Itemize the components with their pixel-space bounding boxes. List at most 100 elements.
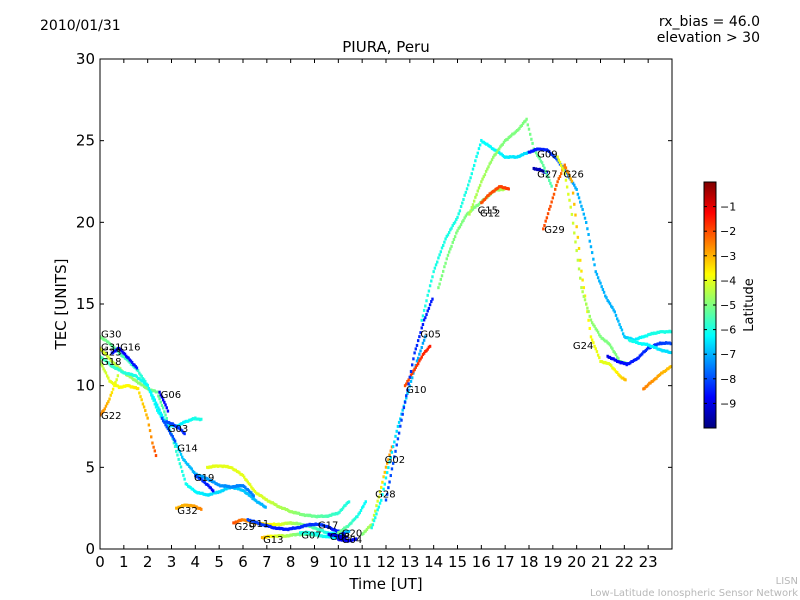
data-point: [593, 324, 596, 328]
data-point: [568, 174, 571, 178]
data-point: [359, 508, 363, 512]
data-point: [385, 471, 389, 475]
data-point: [472, 163, 476, 167]
data-point: [521, 121, 525, 125]
data-point: [181, 429, 184, 433]
data-point: [548, 207, 551, 211]
data-point: [598, 356, 601, 360]
satellite-label: G17: [318, 521, 338, 532]
data-point: [362, 504, 365, 508]
data-point: [100, 362, 103, 366]
data-point: [164, 403, 167, 407]
data-point: [555, 183, 558, 187]
data-point: [446, 253, 450, 257]
data-point: [420, 318, 423, 322]
x-tick-label: 18: [519, 553, 538, 571]
data-point: [108, 362, 111, 366]
data-point: [408, 375, 412, 379]
data-point: [154, 405, 158, 409]
data-point: [107, 376, 110, 380]
data-point: [203, 481, 207, 485]
data-point: [152, 445, 155, 449]
data-point: [471, 203, 475, 207]
data-point: [389, 456, 392, 460]
y-ticks: 0 5 10 15 20 25 30: [76, 50, 672, 558]
data-point: [161, 398, 165, 402]
data-point: [173, 439, 177, 443]
data-point: [586, 306, 589, 310]
satellite-label: G27: [537, 169, 557, 180]
data-point: [138, 371, 141, 375]
data-point: [590, 338, 594, 342]
data-point: [655, 376, 658, 380]
x-tick-label: 14: [424, 553, 443, 571]
data-point: [520, 123, 524, 127]
data-point: [590, 321, 594, 325]
data-point: [487, 165, 490, 169]
data-point: [452, 238, 456, 242]
data-point: [399, 424, 402, 428]
series-g29: [542, 163, 627, 382]
data-point: [483, 173, 487, 177]
data-point: [382, 475, 385, 479]
x-tick-label: 11: [353, 553, 372, 571]
data-point: [447, 231, 451, 235]
series-g22: [100, 374, 120, 417]
data-point: [183, 459, 186, 463]
data-point: [381, 480, 384, 484]
data-point: [437, 256, 440, 260]
data-point: [182, 473, 185, 477]
x-tick-label: 16: [472, 553, 491, 571]
data-point: [345, 535, 348, 539]
data-point: [165, 406, 168, 410]
satellite-label: G15: [478, 205, 498, 216]
data-point: [596, 353, 600, 357]
data-point: [575, 249, 578, 253]
series-g17: [206, 464, 351, 519]
data-point: [372, 519, 376, 523]
data-point: [621, 332, 625, 336]
data-point: [614, 353, 618, 357]
x-tick-label: 21: [591, 553, 610, 571]
data-point: [567, 171, 570, 175]
data-point: [624, 378, 627, 382]
satellite-label: G29: [234, 522, 254, 533]
data-point: [543, 223, 546, 227]
data-point: [378, 501, 382, 505]
data-point: [183, 432, 186, 436]
data-point: [402, 404, 406, 408]
date-label: 2010/01/31: [40, 18, 121, 34]
satellite-label: G10: [406, 385, 426, 396]
series-g25: [420, 138, 530, 322]
data-point: [531, 141, 534, 145]
data-point: [141, 402, 145, 406]
data-point: [184, 460, 187, 464]
data-point: [571, 191, 575, 195]
data-point: [200, 417, 203, 421]
data-point: [181, 455, 184, 459]
data-point: [409, 370, 413, 374]
data-point: [445, 234, 448, 238]
data-point: [613, 351, 616, 355]
series-g07: [299, 530, 320, 536]
data-point: [534, 151, 538, 155]
data-point: [458, 225, 462, 229]
data-point: [493, 189, 496, 193]
data-point: [637, 356, 640, 360]
satellite-label: G11: [249, 519, 269, 530]
satellite-label: G18: [101, 357, 121, 368]
data-point: [172, 437, 176, 441]
data-point: [507, 187, 510, 191]
data-point: [160, 413, 164, 417]
data-point: [248, 483, 252, 487]
data-point: [588, 326, 591, 330]
data-point: [108, 397, 111, 401]
data-point: [478, 143, 482, 147]
data-point: [179, 452, 183, 456]
data-point: [585, 221, 588, 225]
data-point: [166, 409, 170, 413]
colorbar-tick-label: −4: [720, 274, 736, 287]
x-tick-label: 9: [310, 553, 320, 571]
data-point: [549, 204, 552, 208]
